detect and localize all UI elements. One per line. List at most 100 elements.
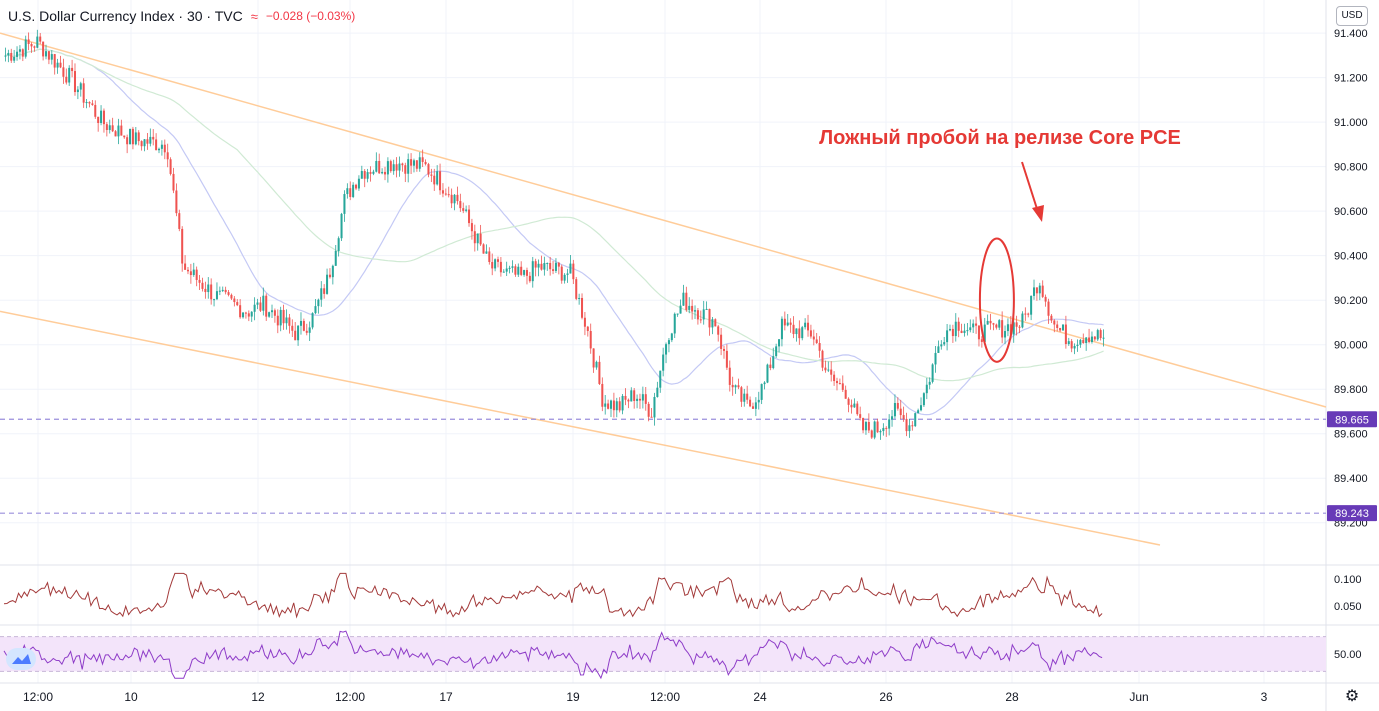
candle-body [670,333,673,341]
symbol-title[interactable]: U.S. Dollar Currency Index · 30 · TVC [8,8,243,24]
candle-body [502,271,505,273]
candle-body [68,67,71,83]
candle-body [169,159,172,174]
candle-body [268,312,271,317]
candle-body [578,297,581,299]
candle-body [1009,324,1012,335]
candle-body [195,269,198,280]
candle-body [355,184,358,189]
candle-body [334,250,337,266]
candle-body [189,271,192,276]
y-tick-label: 90.000 [1334,340,1368,352]
candle-body [27,39,30,45]
candle-body [1021,313,1024,328]
candle-body [540,263,543,270]
candle-body [395,164,398,171]
level-badge-label-0: 89.665 [1335,414,1369,426]
candle-body [444,193,447,195]
logo-icon[interactable] [6,648,36,670]
candle-body [766,364,769,383]
candle-body [612,400,615,411]
x-tick-label: 12 [251,690,265,704]
candle-body [685,292,688,310]
candle-body [572,263,575,280]
chart-header: U.S. Dollar Currency Index · 30 · TVC ≈ … [8,8,355,24]
candle-body [627,399,630,402]
candle-body [1033,287,1036,296]
candle-body [824,367,827,371]
candle-body [691,305,694,312]
candle-body [902,415,905,419]
annotation: Ложный пробой на релизе Core PCE [819,127,1181,363]
candle-body [653,396,656,418]
annotation-arrow-shaft [1021,161,1039,213]
candle-body [989,320,992,324]
candle-body [456,194,459,202]
indicator-icon[interactable]: ≈ [250,8,258,24]
candle-body [294,330,297,341]
candle-body [1038,285,1041,294]
candle-body [433,175,436,185]
candle-body [528,275,531,282]
candle-body [731,384,734,388]
candle-body [88,102,91,104]
candle-body [615,401,618,411]
candle-body [835,381,839,384]
x-tick-label: 28 [1005,690,1019,704]
candle-body [609,400,613,409]
time-axis[interactable]: 12:00 10 12 12:00 17 19 12:00 24 26 28 Jun 3 [23,690,1268,704]
candle-body [882,427,885,432]
candle-body [56,62,59,68]
candle-body [1085,337,1088,344]
candle-body [33,46,36,48]
candle-body [415,160,418,169]
candle-body [42,41,45,57]
candle-body [91,103,94,105]
candle-body [404,165,407,174]
candle-body [117,125,120,137]
candle-body [450,194,453,204]
candle-body [375,160,378,172]
candle-body [841,383,844,390]
candle-body [743,393,746,402]
candle-body [323,288,326,294]
candle-body [192,269,195,276]
candle-body [552,269,555,271]
candle-body [285,317,288,324]
candle-body [896,402,899,409]
y-tick-label: 91.000 [1334,117,1368,129]
candle-body [801,327,804,339]
candle-body [297,325,300,341]
candle-body [946,330,949,343]
vol-tick-label: 0.100 [1334,574,1362,586]
candle-body [427,164,430,175]
candle-body [1006,324,1009,332]
candle-body [943,342,946,345]
x-tick-label: 3 [1261,690,1268,704]
candle-body [795,328,798,335]
candle-body [702,309,705,320]
candle-body [4,55,7,57]
candle-body [227,292,230,295]
candle-body [751,406,754,409]
candle-body [957,321,960,331]
gear-icon[interactable]: ⚙ [1344,688,1360,705]
candle-body [97,116,100,123]
candle-body [676,313,679,315]
candle-body [847,398,850,405]
price-axis[interactable]: 91.400 91.200 91.000 90.800 90.600 90.400 90.2… [1334,28,1368,661]
candle-body [696,310,699,320]
candle-body [1053,320,1056,325]
candle-body [369,172,372,174]
currency-button[interactable]: USD [1336,6,1368,26]
candle-body [870,430,873,438]
candle-body [1027,313,1030,315]
y-tick-label: 90.200 [1334,295,1368,307]
x-tick-label: 24 [753,690,767,704]
channel-lower-line [0,310,1161,546]
candle-body [462,208,465,211]
candle-body [760,384,763,400]
candle-body [166,152,169,160]
